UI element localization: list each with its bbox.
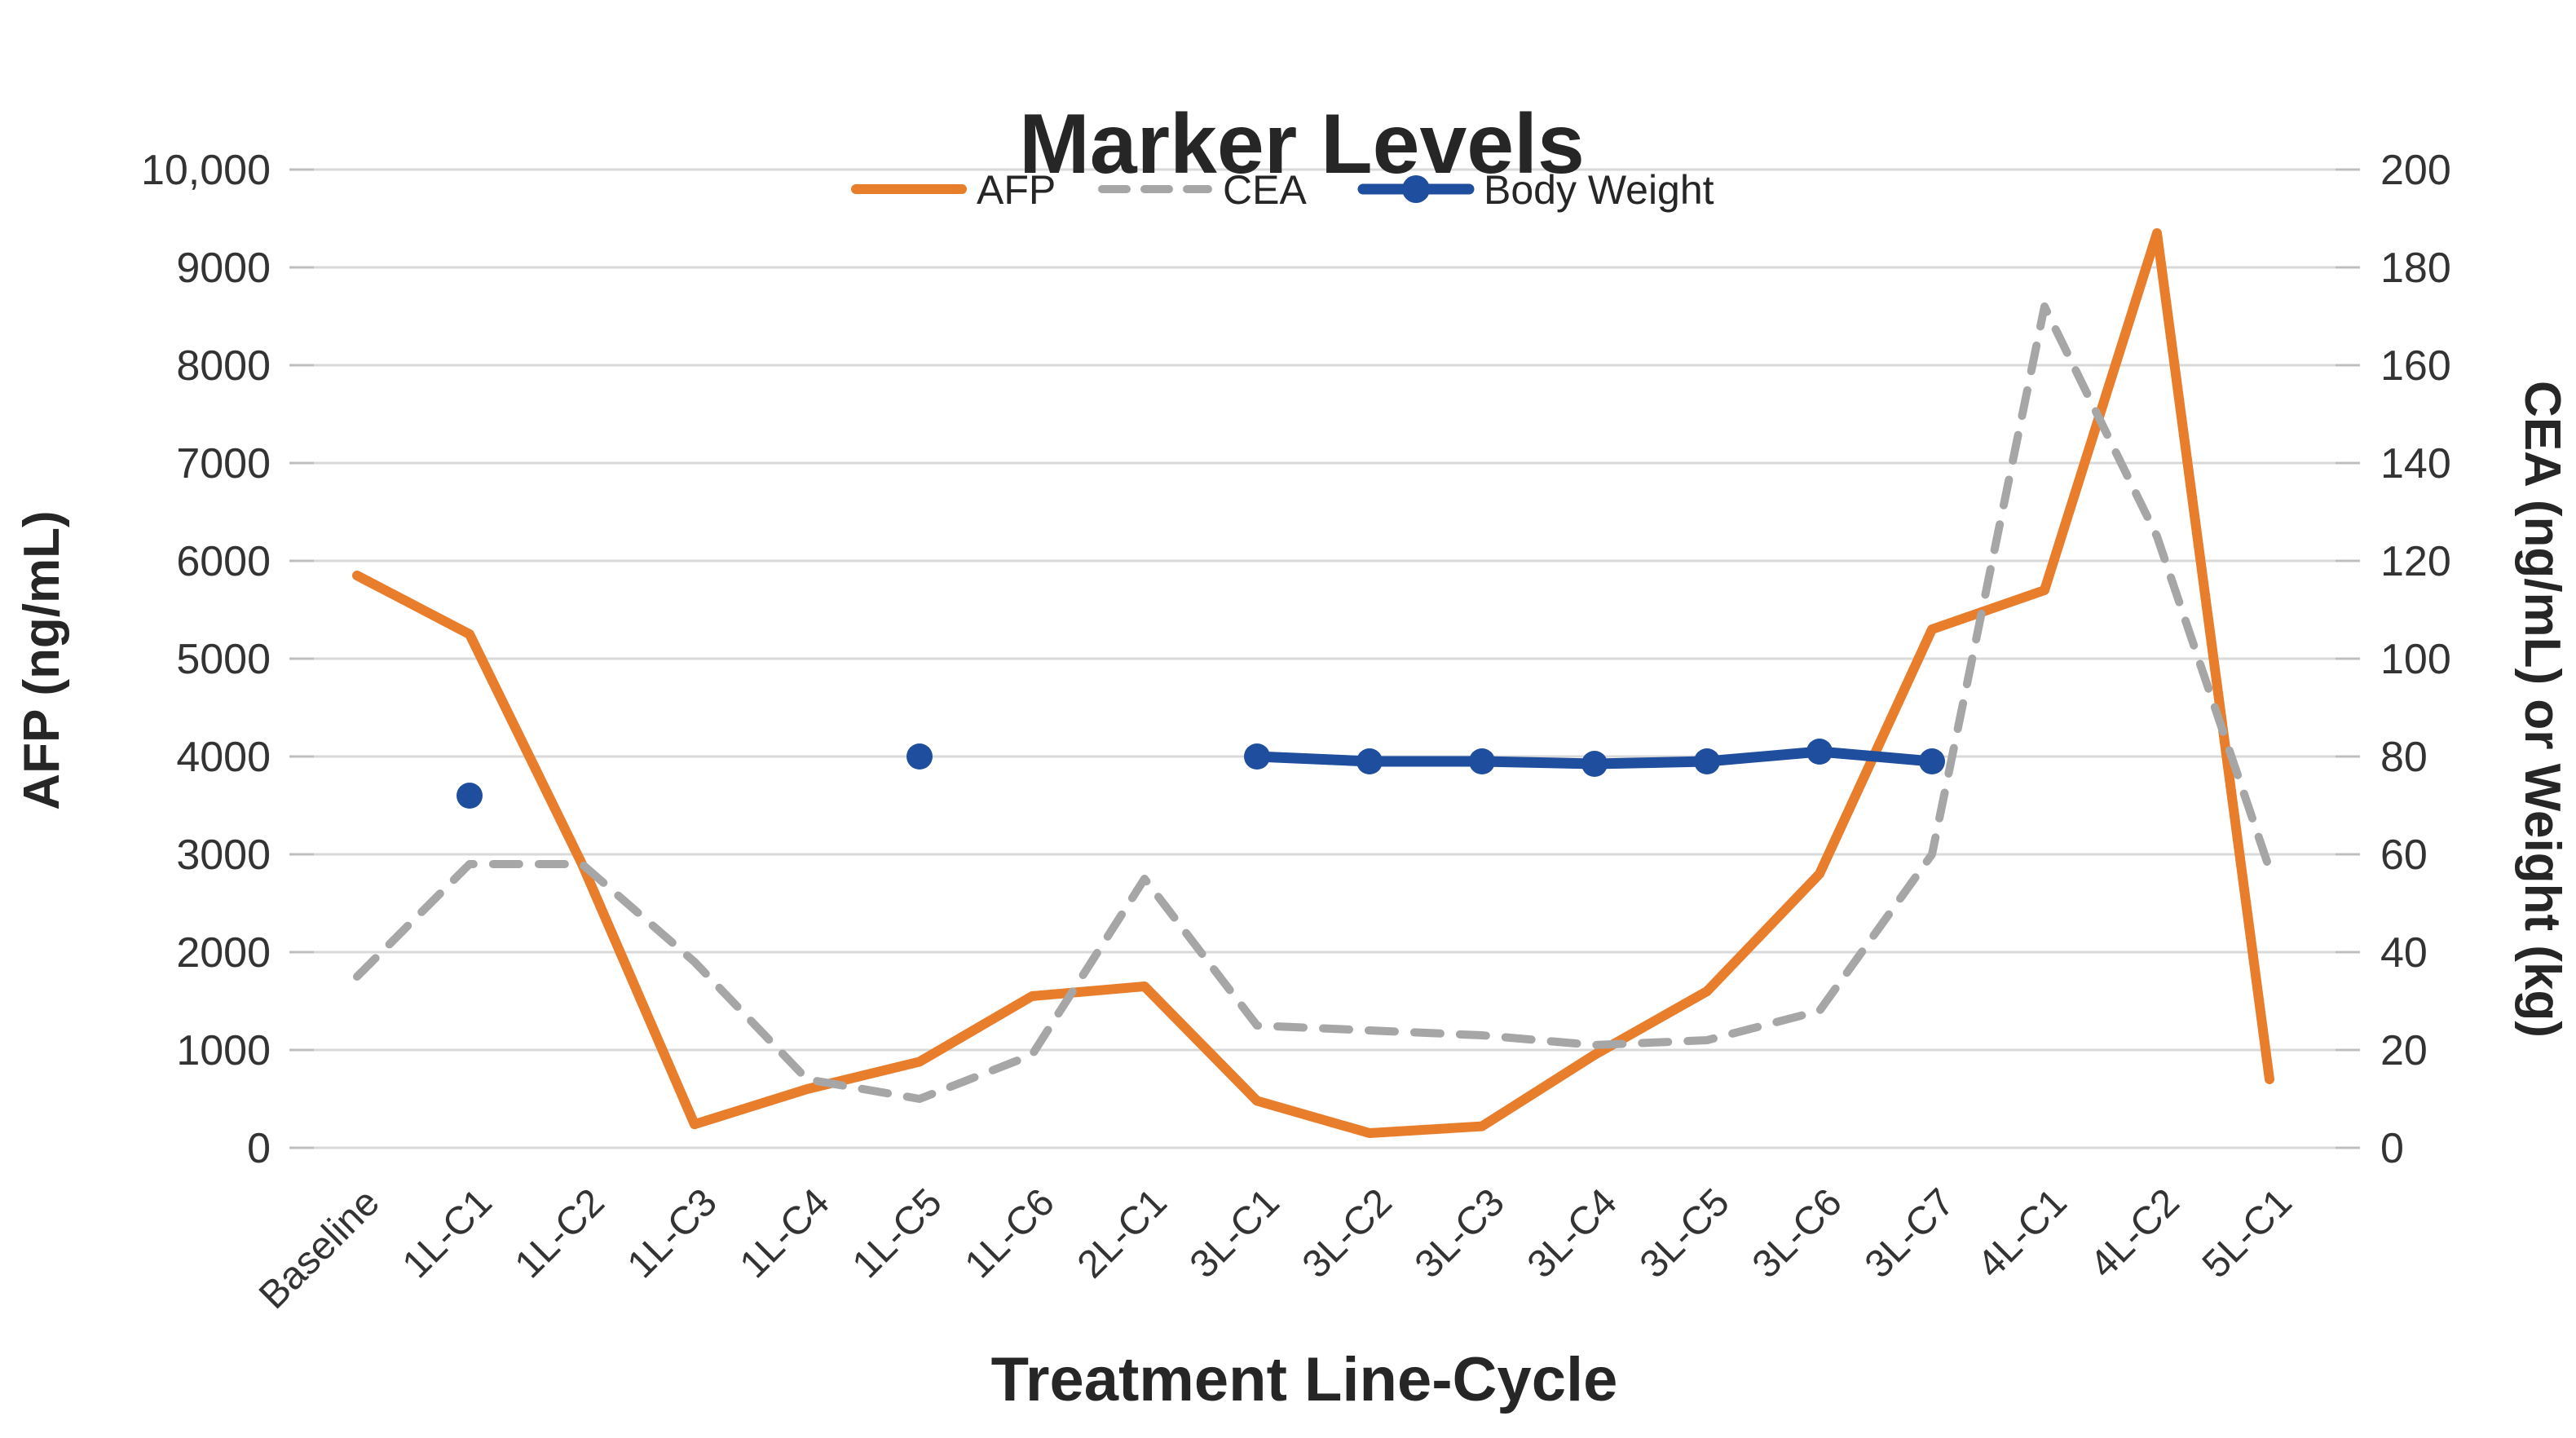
legend-item-label: AFP <box>977 167 1056 213</box>
y-tick-label-left: 7000 <box>176 440 271 487</box>
y-tick-label-right: 180 <box>2380 245 2451 292</box>
legend-item-afp: AFP <box>851 167 1056 213</box>
body-weight-marker <box>1694 748 1720 774</box>
grid-layer <box>314 168 2336 1149</box>
y-tick-label-left: 1000 <box>176 1027 271 1074</box>
body-weight-marker <box>906 743 933 770</box>
x-tick-label: 1L-C1 <box>395 1180 501 1286</box>
y-tick-label-right: 200 <box>2380 147 2451 194</box>
x-tick-label: 1L-C6 <box>957 1180 1063 1286</box>
y-tick-label-right: 20 <box>2380 1027 2428 1074</box>
y-tick-label-left: 4000 <box>176 734 271 781</box>
y-tick-label-left: 8000 <box>176 342 271 390</box>
y-tick-label-left: 0 <box>247 1125 271 1172</box>
x-tick-label: 1L-C3 <box>620 1180 726 1286</box>
y-tick-label-right: 40 <box>2380 929 2428 977</box>
legend-item-label: CEA <box>1223 167 1307 213</box>
y-tick-label-right: 140 <box>2380 440 2451 487</box>
body-weight-marker <box>1581 751 1608 777</box>
y-tick-label-right: 0 <box>2380 1125 2404 1172</box>
x-tick-label: 1L-C2 <box>507 1180 613 1286</box>
tick-layer <box>289 168 2360 1149</box>
x-tick-label: 3L-C3 <box>1407 1180 1513 1286</box>
legend-item-label: Body Weight <box>1484 167 1714 213</box>
cea-line <box>353 302 2274 1103</box>
body-weight-marker <box>1806 739 1833 765</box>
x-tick-label: 4L-C2 <box>2082 1180 2188 1286</box>
axis-tick-labels: 0 0 1000 20 2000 40 3000 60 4000 80 5000 100 6000 120… <box>141 147 2451 1317</box>
y-tick-label-right: 100 <box>2380 636 2451 683</box>
x-tick-label: 3L-C7 <box>1857 1180 1963 1286</box>
x-tick-label: 1L-C4 <box>732 1180 838 1286</box>
body-weight-marker <box>457 783 483 809</box>
legend-item-cea: CEA <box>1098 167 1307 213</box>
chart-title: Marker Levels <box>1019 97 1585 192</box>
afp-line <box>352 228 2274 1138</box>
x-tick-label: 4L-C1 <box>1969 1180 2075 1286</box>
x-tick-label: Baseline <box>251 1180 388 1317</box>
body-weight-marker <box>1356 748 1383 774</box>
y-tick-label-left: 5000 <box>176 636 271 683</box>
x-axis-title: Treatment Line-Cycle <box>991 1345 1618 1414</box>
y-axis-right-title: CEA (ng/mL) or Weight (kg) <box>2514 381 2570 1038</box>
legend-item-body-weight: Body Weight <box>1357 167 1714 213</box>
body-weight-legend-swatch-dot <box>1402 175 1430 203</box>
x-tick-label: 3L-C2 <box>1295 1180 1400 1286</box>
y-tick-label-left: 10,000 <box>141 147 271 194</box>
y-tick-label-right: 60 <box>2380 831 2428 879</box>
x-tick-label: 3L-C4 <box>1520 1180 1625 1286</box>
x-tick-label: 5L-C1 <box>2194 1180 2300 1286</box>
x-tick-label: 3L-C5 <box>1632 1180 1738 1286</box>
x-tick-label: 1L-C5 <box>845 1180 951 1286</box>
y-tick-label-right: 80 <box>2380 734 2428 781</box>
y-tick-label-left: 3000 <box>176 831 271 879</box>
y-axis-left-title: AFP (ng/mL) <box>14 510 70 809</box>
x-tick-label: 2L-C1 <box>1070 1180 1176 1286</box>
y-tick-label-left: 2000 <box>176 929 271 977</box>
x-tick-label: 3L-C1 <box>1182 1180 1288 1286</box>
series-layer <box>352 228 2274 1138</box>
body-weight-marker <box>1244 743 1270 770</box>
y-tick-label-right: 160 <box>2380 342 2451 390</box>
y-tick-label-left: 9000 <box>176 245 271 292</box>
y-tick-label-right: 120 <box>2380 538 2451 585</box>
body-weight-marker <box>1469 748 1495 774</box>
legend: AFP CEA Body Weight <box>851 167 1714 213</box>
x-tick-label: 3L-C6 <box>1745 1180 1850 1286</box>
body-weight-marker <box>1919 748 1945 774</box>
y-tick-label-left: 6000 <box>176 538 271 585</box>
